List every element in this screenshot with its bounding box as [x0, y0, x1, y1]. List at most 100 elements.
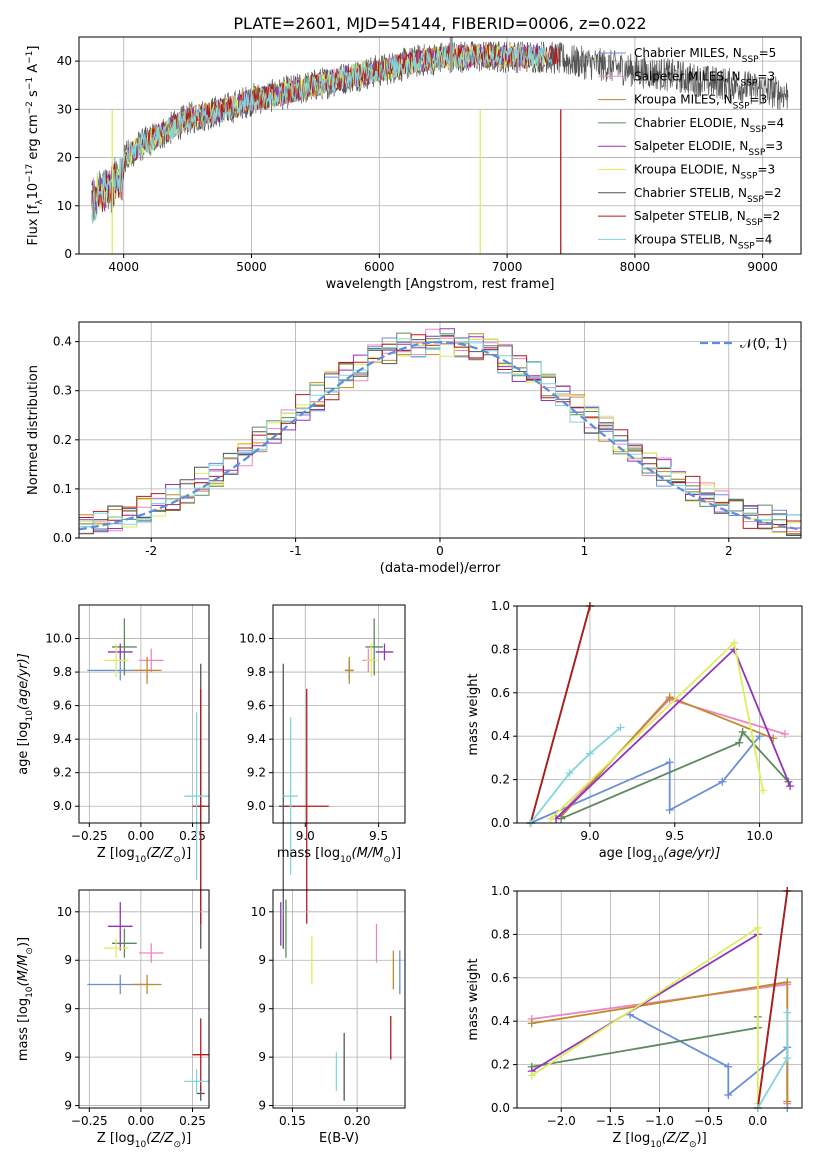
weight-vs-age-panel: 9.0 9.5 10.0 0.0 0.2 0.4 0.6 0.8 1.0 age [log10(a…	[466, 599, 803, 865]
y-tick-label: 0.4	[53, 335, 72, 349]
weight-marker	[730, 638, 739, 647]
weight-line	[555, 647, 791, 820]
label-part: age [log	[599, 846, 652, 861]
weight-marker	[724, 1090, 733, 1099]
label-part: =3	[750, 93, 768, 107]
grid	[273, 605, 405, 823]
label-part: Kroupa ELODIE, N	[634, 163, 741, 177]
y-tick-label: 9.8	[247, 665, 266, 679]
mass-vs-EBV-panel: 0.15 0.20 9 9 9 9 10 E(B-V)	[251, 889, 406, 1146]
x-axis-label: E(B-V)	[319, 1131, 359, 1146]
label-part: SSP	[748, 148, 765, 158]
y-tick-label: 9.6	[247, 699, 266, 713]
y-tick-label: 9.2	[247, 766, 266, 780]
error-bars	[280, 899, 401, 1101]
weight-lines	[527, 887, 792, 1112]
axes-frame	[272, 889, 406, 1109]
weight-marker	[781, 730, 790, 739]
weight-line	[529, 605, 591, 824]
axes-frame	[78, 321, 802, 539]
label-part: (Z/Z	[662, 1131, 690, 1146]
label-part: −2	[25, 101, 35, 114]
x-tick-label: 2	[725, 544, 733, 558]
y-tick-label: 9	[64, 1050, 72, 1064]
y-tick-label: 0.2	[491, 773, 510, 787]
label-part: λ	[35, 199, 45, 205]
weight-marker	[665, 693, 674, 702]
label-part: SSP	[746, 218, 763, 228]
x-tick-label: 0.00	[128, 1114, 155, 1128]
y-tick-label: 1.0	[491, 884, 510, 898]
x-tick-label: −0.5	[694, 1114, 723, 1128]
weight-marker	[527, 1071, 536, 1080]
spectrum-line	[91, 43, 553, 224]
weight-line	[756, 890, 789, 1109]
y-tick-label: 0.6	[491, 971, 510, 985]
label-part: )]	[181, 1131, 191, 1146]
y-tick-label: 1.0	[491, 599, 510, 613]
label-part: 10	[650, 1140, 662, 1150]
label-part: Z [log	[612, 1131, 650, 1146]
panels: 4000 5000 6000 7000 8000 9000010203040wavelen…	[16, 36, 803, 1150]
age-vs-Z-panel: −0.25 0.00 0.259.09.29.49.69.810.0Z [log10…	[16, 604, 210, 949]
x-axis-label: Z [log10(Z/Z⊙)]	[97, 1131, 191, 1150]
x-tick-label: 0.15	[279, 1114, 306, 1128]
legend-label: Chabrier STELIB, NSSP=2	[634, 186, 782, 205]
x-axis-label: wavelength [Angstrom, rest frame]	[326, 277, 555, 292]
weight-marker	[738, 727, 747, 736]
x-tick-label: −0.25	[71, 829, 108, 843]
weight-vs-Z-panel: −2.0 −1.5 −1.0 −0.5 0.0 0.0 0.2 0.4 0.6 0.8 1.0 Z […	[466, 884, 803, 1150]
y-tick-label: 9.4	[247, 732, 266, 746]
label-part: =5	[759, 46, 777, 60]
y-tick-label: 9	[64, 1002, 72, 1016]
y-tick-label: 0.8	[491, 642, 510, 656]
x-tick-label: −2.0	[547, 1114, 576, 1128]
axes-frame	[78, 36, 802, 255]
spectrum-lines	[91, 37, 789, 254]
y-tick-label: 20	[57, 151, 72, 165]
label-part: Chabrier ELODIE, N	[634, 116, 750, 130]
label-part: Salpeter STELIB, N	[634, 209, 746, 223]
label-part: SSP	[742, 55, 759, 65]
label-part: ]	[26, 46, 41, 51]
label-part: (M/M	[16, 955, 31, 987]
label-part: Chabrier STELIB, N	[634, 186, 747, 200]
y-tick-label: 10	[57, 905, 72, 919]
x-tick-label: 0.20	[344, 1114, 371, 1128]
label-part: =2	[764, 186, 782, 200]
y-tick-label: 9.6	[53, 699, 72, 713]
weight-marker	[546, 814, 555, 823]
x-tick-label: 0	[436, 544, 444, 558]
y-tick-label: 9.0	[247, 799, 266, 813]
error-bars	[278, 618, 394, 949]
axes-frame	[78, 889, 210, 1109]
y-tick-label: 0	[64, 247, 72, 261]
legend-label: Salpeter STELIB, NSSP=2	[634, 209, 780, 228]
label-part: =4	[755, 232, 773, 246]
label-part: =2	[763, 209, 781, 223]
label-part: Kroupa MILES, N	[634, 93, 733, 107]
label-part: )]	[697, 1131, 707, 1146]
legend-label: Kroupa ELODIE, NSSP=3	[634, 163, 775, 182]
weight-line	[560, 730, 790, 820]
y-axis-label: mass weight	[466, 958, 481, 1040]
weight-marker	[527, 1019, 536, 1028]
label-part: =4	[766, 116, 784, 130]
y-tick-label: 9	[64, 953, 72, 967]
x-tick-label: 6000	[364, 260, 395, 274]
y-tick-label: 10	[57, 199, 72, 213]
weight-marker	[665, 805, 674, 814]
x-tick-label: 0.00	[128, 829, 155, 843]
label-part: SSP	[750, 125, 767, 135]
label-part: SSP	[741, 172, 758, 182]
y-tick-label: 9	[258, 953, 266, 967]
label-part: −1	[25, 51, 35, 64]
label-part: 10	[340, 855, 352, 865]
weight-line	[560, 696, 774, 818]
x-tick-label: 1	[581, 544, 589, 558]
label-part: ⊙	[173, 855, 181, 865]
label-part: ⊙	[25, 947, 35, 955]
label-part: erg cm	[26, 114, 41, 163]
weight-marker	[753, 923, 762, 932]
